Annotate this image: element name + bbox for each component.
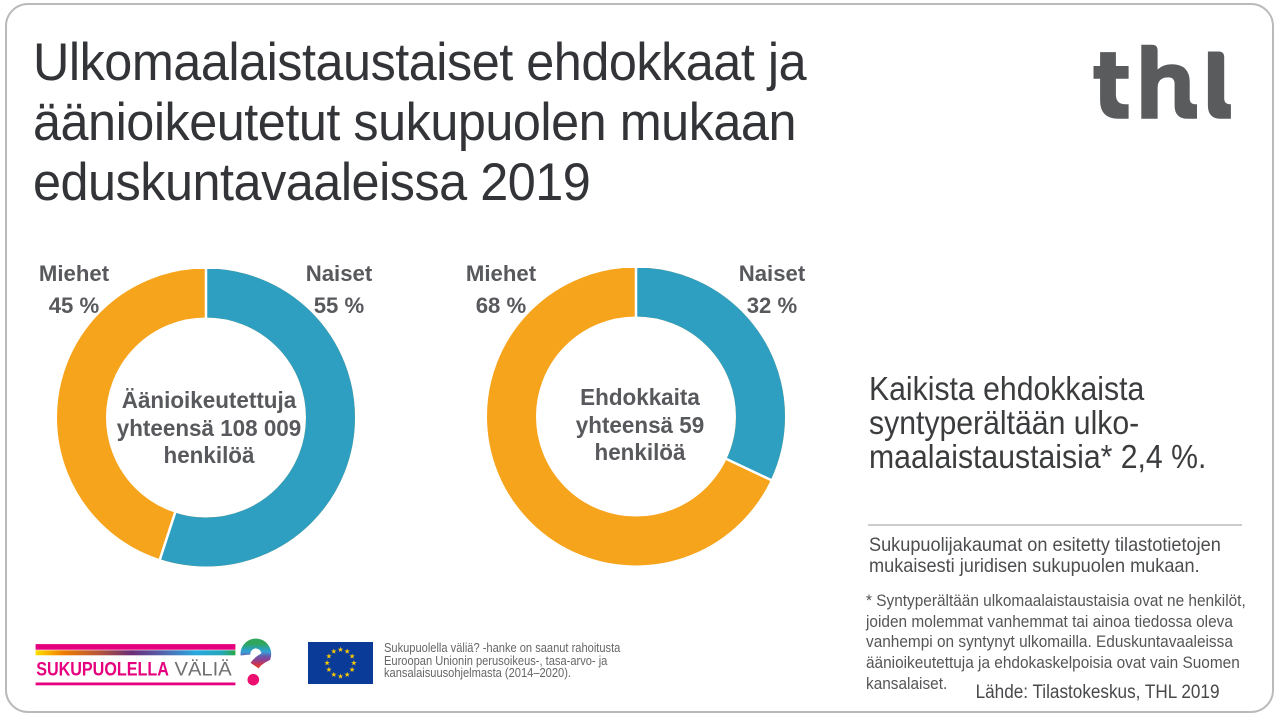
svg-text:VÄLIÄ: VÄLIÄ bbox=[175, 658, 232, 680]
svg-text:SUKUPUOLELLA: SUKUPUOLELLA bbox=[36, 658, 169, 680]
